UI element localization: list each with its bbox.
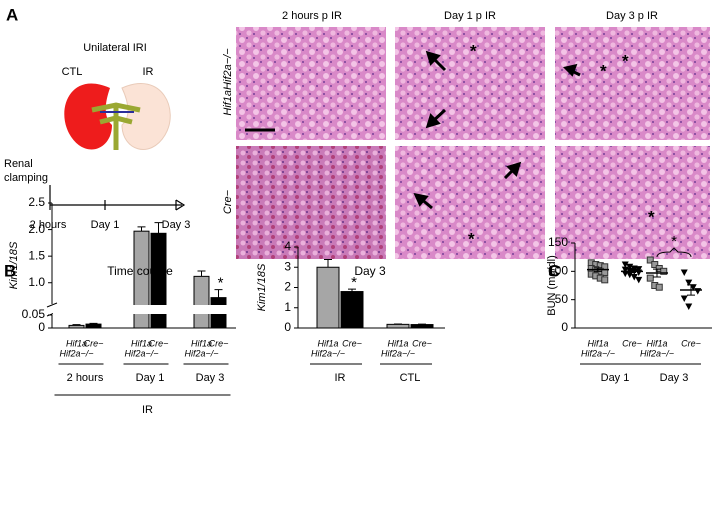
- y-tick-label: 3: [284, 259, 291, 273]
- y-tick-label: 1: [284, 300, 291, 314]
- kidney-ir: [122, 83, 170, 149]
- error-bar: [324, 260, 332, 268]
- x-tick-label: Hif2a−/−: [59, 348, 93, 358]
- x-tick-label: Hif2a−/−: [311, 348, 345, 358]
- x-tick-label: Cre−: [622, 338, 642, 348]
- column-header: Day 1 p IR: [444, 10, 496, 22]
- group-label: IR: [335, 372, 346, 384]
- y-tick-label: 1.5: [28, 248, 45, 262]
- x-tick-label: Hif1a: [317, 338, 338, 348]
- x-tick-label: Cre−: [412, 338, 432, 348]
- group-label: 2 hours: [67, 372, 104, 384]
- data-point: [635, 277, 642, 284]
- y-axis-label: BUN (mg/dl): [546, 255, 558, 316]
- bar: [86, 324, 101, 328]
- micrograph: [555, 146, 710, 259]
- bar: [387, 324, 409, 328]
- panel-label: A: [6, 5, 18, 24]
- x-tick-label: Hif2a−/−: [124, 348, 158, 358]
- y-axis-label: Kim1/18S: [256, 263, 268, 311]
- y-tick-label: 0: [561, 320, 568, 334]
- significance-star: *: [671, 233, 677, 250]
- y-axis-label: Kim1/18S: [8, 241, 20, 289]
- bar: [69, 325, 84, 328]
- x-tick-label: Hif1a: [387, 338, 408, 348]
- x-tick-label: Cre−: [681, 338, 701, 348]
- micrograph-star: *: [600, 61, 607, 80]
- kidney-label: CTL: [62, 66, 83, 78]
- micrograph-star: *: [468, 229, 475, 248]
- data-point: [681, 269, 688, 276]
- column-header: Day 3 p IR: [606, 10, 658, 22]
- bar: [341, 292, 363, 328]
- y-tick-label: 2: [284, 280, 291, 294]
- micrograph-star: *: [648, 207, 655, 226]
- y-tick-label: 2.0: [28, 222, 45, 236]
- y-tick-label: 2.5: [28, 195, 45, 209]
- chart-title: Day 3: [354, 264, 386, 278]
- kidney-label: IR: [143, 66, 154, 78]
- x-tick-label: Hif1a: [587, 338, 608, 348]
- x-tick-label: Hif2a−/−: [381, 348, 415, 358]
- x-tick-label: Cre−: [84, 338, 104, 348]
- timeline-label: Day 3: [162, 219, 191, 231]
- column-header: 2 hours p IR: [282, 10, 342, 22]
- bar: [317, 267, 339, 328]
- chart-title: Time course: [107, 264, 173, 278]
- group-axis-label: IR: [142, 404, 153, 416]
- x-tick-label: Cre−: [342, 338, 362, 348]
- clamp-label: clamping: [4, 172, 48, 184]
- group-label: Day 3: [660, 372, 689, 384]
- group-label: Day 1: [601, 372, 630, 384]
- y-tick-label: 4: [284, 239, 291, 253]
- group-label: Day 1: [136, 372, 165, 384]
- error-bar: [138, 227, 146, 231]
- data-point: [694, 288, 701, 295]
- clamp-label: Renal: [4, 158, 33, 170]
- data-point: [602, 277, 608, 283]
- y-tick-label: 1.0: [28, 275, 45, 289]
- micrograph: [236, 27, 386, 140]
- x-tick-label: Hif2a−/−: [184, 348, 218, 358]
- bar: [194, 276, 209, 328]
- error-bar: [198, 271, 206, 276]
- timeline: [50, 185, 184, 210]
- group-label: Day 3: [196, 372, 225, 384]
- kidney-ctl: [64, 83, 112, 149]
- data-point: [656, 284, 662, 290]
- schematic-title: Unilateral IRI: [83, 42, 147, 54]
- data-point: [647, 275, 653, 281]
- x-tick-label: Cre−: [209, 338, 229, 348]
- group-label: CTL: [400, 372, 421, 384]
- x-tick-label: Hif2a−/−: [581, 348, 615, 358]
- x-tick-label: Hif2a−/−: [640, 348, 674, 358]
- bar: [411, 325, 433, 328]
- data-point: [681, 296, 688, 303]
- y-tick-label: 0.05: [22, 307, 46, 321]
- significance-star: *: [218, 275, 224, 292]
- micrograph-star: *: [622, 51, 629, 70]
- micrograph: [236, 146, 386, 259]
- data-point: [685, 303, 692, 310]
- y-tick-label: 150: [548, 235, 568, 249]
- timeline-label: Day 1: [91, 219, 120, 231]
- micrograph: [555, 27, 710, 140]
- y-tick-label: 0: [284, 320, 291, 334]
- micrograph-star: *: [470, 41, 477, 60]
- row-label: Cre−: [222, 189, 234, 214]
- y-tick-label: 0: [38, 320, 45, 334]
- x-tick-label: Hif1a: [646, 338, 667, 348]
- x-tick-label: Cre−: [149, 338, 169, 348]
- row-label: Hif1aHif2a−/−: [222, 48, 234, 116]
- break-gap: [53, 305, 237, 314]
